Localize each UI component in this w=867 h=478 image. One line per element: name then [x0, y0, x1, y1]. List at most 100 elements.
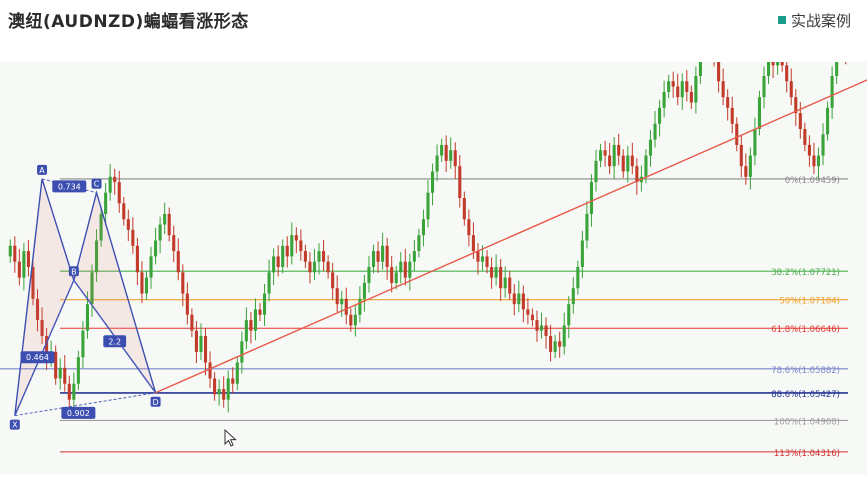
- fib-label: 0%(1.09459): [785, 176, 840, 186]
- candle-body: [490, 267, 494, 278]
- candle-body: [367, 267, 371, 283]
- candle-body: [58, 367, 62, 379]
- candle-body: [249, 320, 253, 331]
- fib-label: 78.6%(1.05882): [771, 366, 840, 376]
- candle-body: [440, 144, 444, 156]
- candle-body: [816, 155, 821, 167]
- candle-body: [430, 171, 435, 193]
- candle-body: [753, 129, 757, 156]
- candle-body: [108, 176, 112, 193]
- candle-body: [390, 267, 394, 283]
- candle-body: [113, 176, 117, 183]
- candle-body: [671, 81, 675, 87]
- candle-body: [312, 261, 317, 273]
- candle-body: [381, 245, 385, 262]
- candle-body: [458, 166, 462, 199]
- candle-body: [122, 203, 126, 220]
- candle-body: [471, 235, 475, 252]
- fib-label: 38.2%(1.07721): [771, 268, 840, 278]
- ratio-badge: [20, 351, 55, 364]
- candle-body: [803, 129, 807, 145]
- candle-body: [444, 144, 448, 161]
- candle-body: [476, 251, 480, 262]
- candle-body: [231, 378, 235, 384]
- candle-body: [680, 81, 684, 98]
- candle-body: [344, 298, 348, 315]
- candle-body: [594, 160, 598, 183]
- candle-body: [235, 362, 239, 384]
- fib-label: 50%(1.07184): [779, 297, 840, 307]
- page-title: 澳纽(AUDNZD)蝙蝠看涨形态: [8, 12, 249, 32]
- candle-body: [399, 261, 403, 273]
- candle-body: [226, 378, 230, 400]
- candle-body: [653, 123, 657, 140]
- candle-body: [626, 155, 630, 172]
- bat-pattern: X A B C D 0.734 0.464 2.2 0.902: [9, 164, 161, 430]
- pattern-ratio-line: [73, 279, 156, 394]
- case-tag-label: 实战案例: [790, 12, 851, 30]
- pattern-point-label: C: [94, 180, 100, 189]
- candle-body: [199, 335, 203, 352]
- candle-body: [167, 213, 171, 236]
- pattern-point-label: X: [12, 421, 18, 430]
- candle-body: [163, 213, 167, 225]
- candle-body: [144, 277, 149, 294]
- case-tag: 实战案例: [777, 10, 851, 31]
- candle-body: [294, 235, 298, 241]
- candle-body: [181, 272, 185, 294]
- candle-body: [526, 309, 530, 315]
- candle-body: [154, 240, 158, 257]
- candle-body: [17, 261, 21, 278]
- candle-body: [131, 229, 135, 246]
- candle-body: [376, 251, 380, 262]
- candle-body: [558, 341, 562, 347]
- candle-body: [72, 383, 76, 400]
- candle-body: [821, 134, 825, 156]
- candle-body: [748, 155, 752, 177]
- trendline-group: [155, 79, 867, 394]
- candle-body: [798, 113, 802, 130]
- candle-body: [667, 81, 671, 92]
- pattern-point-badge: [91, 178, 102, 189]
- candle-body: [553, 341, 557, 352]
- candle-body: [67, 383, 71, 400]
- candle-body: [81, 330, 85, 358]
- candle-body: [512, 293, 516, 305]
- candle-body: [135, 245, 139, 273]
- candle-body: [76, 357, 80, 384]
- ratio-badge: [61, 406, 96, 419]
- candle-body: [644, 155, 648, 177]
- candle-body: [208, 362, 212, 379]
- candle-body: [140, 272, 144, 294]
- candle-body: [648, 139, 653, 156]
- candle-body: [340, 298, 344, 305]
- candle-body: [213, 378, 217, 395]
- candle-body: [462, 198, 466, 220]
- candle-body: [730, 107, 734, 124]
- fib-levels: 0%(1.09459) 38.2%(1.07721) 50%(1.07184) 61.…: [0, 176, 848, 459]
- candle-body: [276, 256, 280, 267]
- candle-body: [371, 251, 376, 267]
- candle-body: [766, 54, 771, 76]
- candle-body: [694, 75, 698, 103]
- candle-body: [194, 330, 198, 352]
- ratio-label: 0.902: [67, 409, 90, 418]
- candle-body: [190, 314, 194, 331]
- candle-body: [272, 256, 276, 273]
- ratio-badge: [103, 335, 127, 348]
- candle-body: [426, 192, 430, 220]
- candle-body: [31, 267, 35, 299]
- pattern-point-badge: [68, 266, 79, 277]
- candle-body: [54, 351, 58, 379]
- pattern-point-badge: [37, 164, 48, 175]
- candle-body: [662, 91, 666, 108]
- candle-body: [603, 150, 607, 156]
- candle-body: [835, 44, 839, 76]
- candle-body: [35, 298, 40, 321]
- pattern-ratio-line: [14, 392, 156, 417]
- chart-area: 0%(1.09459) 38.2%(1.07721) 50%(1.07184) 61.…: [0, 17, 867, 474]
- candle-body: [308, 261, 312, 273]
- candle-body: [322, 251, 326, 262]
- candle-body: [362, 282, 366, 299]
- candle-body: [85, 304, 90, 331]
